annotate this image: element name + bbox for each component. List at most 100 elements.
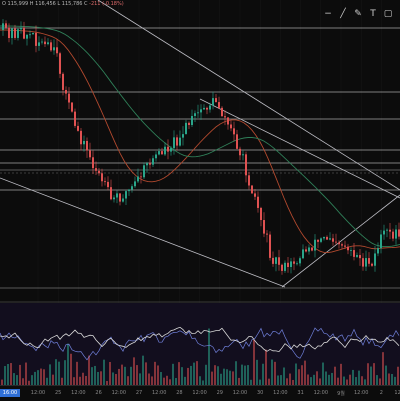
- candle-body: [104, 181, 106, 183]
- candle-body: [197, 112, 199, 114]
- candle-body: [23, 27, 25, 39]
- volume-bar: [79, 376, 81, 385]
- candle-body: [383, 230, 385, 235]
- volume-bar: [190, 365, 192, 385]
- volume-bar: [118, 368, 120, 385]
- volume-bar: [70, 353, 72, 385]
- candle-body: [71, 102, 73, 112]
- volume-bar: [64, 360, 66, 385]
- candle-body: [230, 124, 232, 129]
- frame-icon[interactable]: ▢: [383, 9, 393, 19]
- volume-bar: [277, 375, 279, 385]
- volume-bar: [172, 363, 174, 385]
- volume-bar: [139, 373, 141, 385]
- rising-trend-line: [281, 194, 400, 288]
- volume-bar: [262, 363, 264, 385]
- candle-body: [392, 231, 394, 239]
- volume-bar: [163, 377, 165, 385]
- candle-body: [5, 23, 7, 28]
- candle-body: [140, 176, 142, 178]
- volume-bar: [58, 361, 60, 385]
- time-axis-label: 25: [55, 390, 62, 396]
- volume-bar: [253, 339, 255, 385]
- volume-bar: [157, 365, 159, 385]
- candle-body: [257, 196, 259, 208]
- candle-body: [59, 53, 61, 74]
- candle-body: [284, 262, 286, 271]
- text-tool-icon[interactable]: T: [370, 9, 376, 19]
- candle-body: [248, 175, 250, 186]
- candle-body: [32, 32, 34, 35]
- candle-body: [254, 193, 256, 197]
- pencil-icon[interactable]: ✎: [354, 9, 362, 19]
- candle-body: [290, 261, 292, 267]
- volume-bar: [259, 379, 261, 385]
- candle-body: [242, 154, 244, 156]
- candle-body: [83, 140, 85, 145]
- minus-icon[interactable]: −: [324, 9, 332, 19]
- volume-bar: [115, 373, 117, 385]
- volume-bar: [136, 365, 138, 385]
- volume-bar: [88, 355, 90, 385]
- volume-bar: [208, 328, 210, 385]
- volume-bar: [199, 376, 201, 385]
- candle-body: [8, 27, 10, 38]
- volume-bar: [184, 376, 186, 385]
- candle-body: [137, 176, 139, 182]
- candle-body: [398, 229, 400, 237]
- candle-body: [170, 148, 172, 152]
- candle-body: [98, 170, 100, 174]
- candle-body: [68, 93, 70, 103]
- volume-bar: [355, 377, 357, 385]
- time-axis-label: 12:00: [353, 390, 369, 396]
- resistance-trend-line: [199, 98, 400, 199]
- volume-bar: [121, 364, 123, 385]
- time-axis-label: 12:00: [111, 390, 127, 396]
- price-chart[interactable]: [0, 0, 400, 385]
- candle-body: [155, 154, 157, 159]
- volume-bar: [295, 363, 297, 385]
- volume-bar: [61, 377, 63, 385]
- candle-body: [374, 253, 376, 266]
- moving-averages: [0, 25, 400, 254]
- candle-body: [176, 137, 178, 146]
- volume-bar: [235, 361, 237, 385]
- volume-bar: [43, 369, 45, 385]
- volume-bar: [52, 374, 54, 385]
- candle-body: [311, 247, 313, 251]
- volume-bar: [280, 375, 282, 385]
- volume-bar: [175, 378, 177, 385]
- candle-body: [191, 115, 193, 126]
- candle-body: [251, 185, 253, 194]
- time-axis-label: 27: [135, 390, 143, 396]
- candle-body: [287, 262, 289, 267]
- candle-body: [134, 181, 136, 187]
- volume-bar: [40, 368, 42, 385]
- volume-bar: [103, 359, 105, 385]
- candle-body: [14, 28, 16, 38]
- volume-bar: [217, 366, 219, 385]
- volume-bar: [214, 365, 216, 385]
- candle-body: [2, 23, 4, 30]
- candle-body: [350, 250, 352, 251]
- moving-average-long: [0, 25, 400, 248]
- candle-body: [212, 98, 214, 106]
- volume-bar: [31, 375, 33, 385]
- candle-body: [215, 98, 217, 103]
- chart-header: O 115,999 H 116,456 L 115,786 C -211 (-0…: [0, 0, 400, 14]
- volume-bar: [160, 372, 162, 385]
- volume-bar: [133, 357, 135, 385]
- candle-body: [245, 154, 247, 176]
- trend-line-icon[interactable]: ╱: [340, 9, 346, 19]
- time-axis-label: 31: [297, 390, 304, 396]
- indicator-panel: [0, 303, 400, 385]
- volume-bar: [286, 378, 288, 385]
- volume-bar: [193, 362, 195, 385]
- drawing-toolbar: − ╱ ✎ T ▢: [322, 8, 394, 22]
- candle-body: [107, 181, 109, 188]
- indicator-panel-background: [0, 303, 400, 385]
- candle-body: [368, 258, 370, 264]
- volume-bar: [178, 362, 180, 385]
- candle-body: [269, 234, 271, 258]
- volume-bar: [151, 376, 153, 385]
